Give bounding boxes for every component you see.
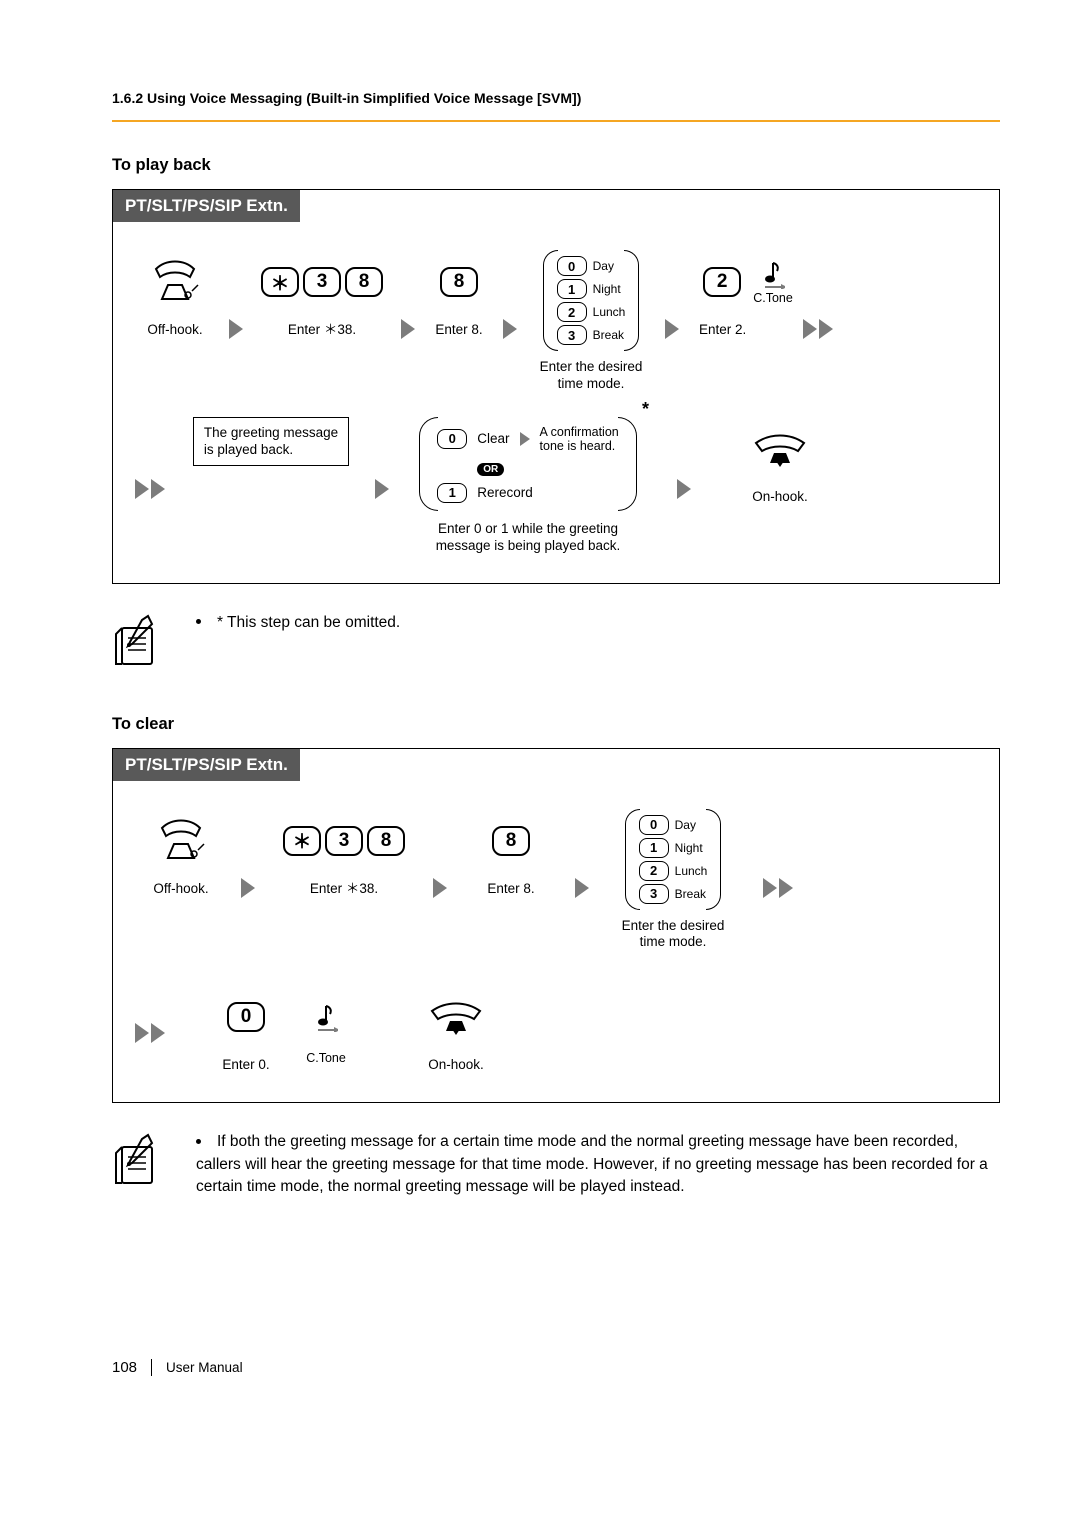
mode-key-0: 0 (557, 256, 587, 276)
time-mode-group: 0 Day 1 Night 2 Lunch 3 Break (545, 250, 638, 351)
note-icon (112, 612, 172, 675)
clear-label: Clear (477, 431, 509, 446)
arrow-icon (229, 319, 243, 339)
double-arrow-icon (763, 878, 795, 898)
playback-message-box: The greeting message is played back. (193, 417, 349, 466)
caption-enter2: Enter 2. (699, 322, 746, 339)
key-8b: 8 (440, 267, 478, 297)
mode-key-2: 2 (557, 302, 587, 322)
rerecord-label: Rerecord (477, 485, 533, 500)
clear-rerecord-group: 0 Clear A confirmation tone is heard. OR… (419, 417, 636, 511)
mode-key-3: 3 (557, 325, 587, 345)
page-footer: 108 User Manual (112, 1359, 1000, 1376)
key-3: 3 (303, 267, 341, 297)
double-arrow-icon (135, 479, 167, 499)
offhook-icon (148, 250, 202, 314)
caption-offhook: Off-hook. (153, 881, 208, 898)
note-icon (112, 1131, 172, 1198)
caption-mode: Enter the desired time mode. (540, 359, 643, 393)
mode-key-0: 0 (639, 815, 669, 835)
key-3: 3 (325, 826, 363, 856)
page-number: 108 (112, 1359, 152, 1376)
arrow-icon (401, 319, 415, 339)
mode-label-break: Break (593, 328, 624, 342)
note-text-omit: * This step can be omitted. (196, 612, 400, 675)
section-title-clear: To clear (112, 715, 1000, 734)
arrow-icon (665, 319, 679, 339)
arrow-icon (520, 432, 530, 446)
caption-enter0: Enter 0. (222, 1057, 269, 1074)
time-mode-group: 0 Day 1 Night 2 Lunch 3 Break (627, 809, 720, 910)
header-divider (112, 120, 1000, 122)
key-0: 0 (227, 1002, 265, 1032)
offhook-icon (154, 809, 208, 873)
caption-enter8: Enter 8. (487, 881, 534, 898)
key-0-clear: 0 (437, 429, 467, 449)
key-1-rerecord: 1 (437, 483, 467, 503)
section-title-playback: To play back (112, 156, 1000, 175)
tone-icon (761, 259, 785, 289)
keypad-star38: ＊ 3 8 (283, 826, 405, 856)
note-text-mode: If both the greeting message for a certa… (196, 1131, 1000, 1198)
caption-mode: Enter the desired time mode. (622, 918, 725, 952)
arrow-icon (241, 878, 255, 898)
mode-label-lunch: Lunch (675, 864, 708, 878)
keypad-star38: ＊ 3 8 (261, 267, 383, 297)
caption-onhook: On-hook. (752, 489, 808, 506)
caption-offhook: Off-hook. (147, 322, 202, 339)
caption-instruct: Enter 0 or 1 while the greeting message … (436, 521, 621, 555)
confirm-text: A confirmation tone is heard. (540, 425, 619, 453)
caption-onhook: On-hook. (428, 1057, 484, 1074)
double-arrow-icon (803, 319, 835, 339)
double-arrow-icon (135, 1023, 167, 1043)
mode-label-lunch: Lunch (593, 305, 626, 319)
arrow-icon (375, 479, 389, 499)
arrow-icon (677, 479, 691, 499)
ctone-label: C.Tone (753, 291, 793, 305)
diagram-header: PT/SLT/PS/SIP Extn. (113, 749, 300, 781)
onhook-icon (750, 417, 810, 481)
mode-key-1: 1 (639, 838, 669, 858)
footer-label: User Manual (166, 1360, 243, 1375)
key-8: 8 (345, 267, 383, 297)
mode-label-night: Night (675, 841, 703, 855)
mode-label-break: Break (675, 887, 706, 901)
diagram-clear: PT/SLT/PS/SIP Extn. Off-hook. (112, 748, 1000, 1104)
key-2: 2 (703, 267, 741, 297)
caption-enter8: Enter 8. (435, 322, 482, 339)
mode-label-day: Day (593, 259, 614, 273)
caption-star38: Enter ＊38. (288, 322, 356, 339)
diagram-header: PT/SLT/PS/SIP Extn. (113, 190, 300, 222)
mode-key-1: 1 (557, 279, 587, 299)
mode-label-night: Night (593, 282, 621, 296)
key-8: 8 (367, 826, 405, 856)
arrow-icon (503, 319, 517, 339)
caption-star38: Enter ＊38. (310, 881, 378, 898)
breadcrumb: 1.6.2 Using Voice Messaging (Built-in Si… (112, 90, 1000, 106)
onhook-icon (426, 985, 486, 1049)
key-star: ＊ (261, 267, 299, 297)
key-star: ＊ (283, 826, 321, 856)
key-8b: 8 (492, 826, 530, 856)
arrow-icon (433, 878, 447, 898)
or-chip: OR (477, 463, 504, 476)
mode-label-day: Day (675, 818, 696, 832)
arrow-icon (575, 878, 589, 898)
omit-star: * (642, 399, 649, 420)
ctone-label: C.Tone (306, 1051, 346, 1065)
tone-icon (314, 1002, 338, 1032)
mode-key-2: 2 (639, 861, 669, 881)
diagram-playback: PT/SLT/PS/SIP Extn. Off-hook. (112, 189, 1000, 584)
mode-key-3: 3 (639, 884, 669, 904)
